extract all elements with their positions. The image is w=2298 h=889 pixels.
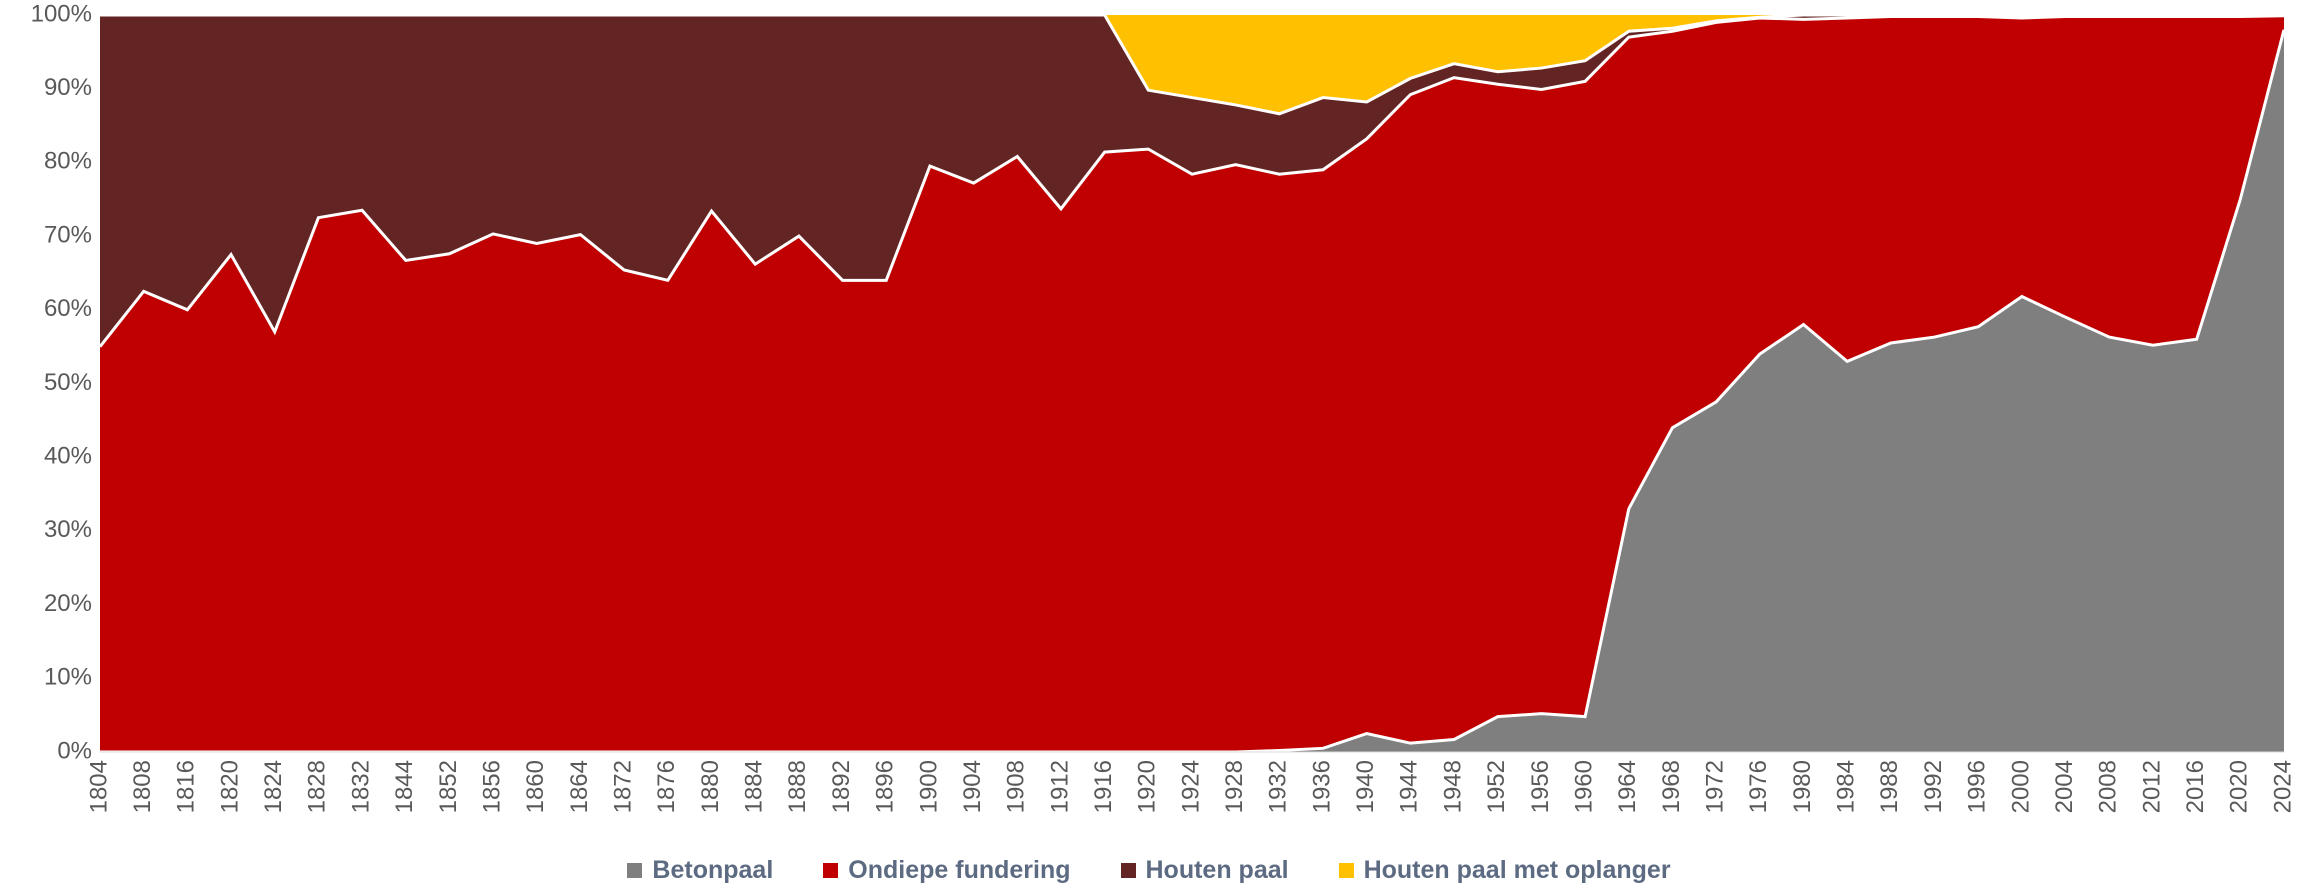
y-tick-label: 90% — [44, 74, 92, 101]
area — [100, 15, 2284, 114]
legend-label: Houten paal — [1145, 856, 1289, 884]
x-tick-label: 1876 — [653, 760, 680, 813]
x-tick-label: 1864 — [566, 760, 593, 813]
legend-item: Ondiepe fundering — [823, 856, 1071, 885]
x-tick-label: 1832 — [347, 760, 374, 813]
y-tick-label: 60% — [44, 295, 92, 322]
x-tick-label: 1992 — [1920, 760, 1947, 813]
x-tick-label: 1952 — [1483, 760, 1510, 813]
x-tick-label: 1964 — [1614, 760, 1641, 813]
legend-swatch — [823, 863, 839, 878]
x-tick-label: 1940 — [1352, 760, 1379, 813]
y-tick-label: 20% — [44, 590, 92, 617]
x-tick-label: 1824 — [260, 760, 287, 813]
area — [100, 29, 2284, 753]
x-tick-label: 1988 — [1876, 760, 1903, 813]
x-tick-label: 1828 — [304, 760, 331, 813]
legend-swatch — [1120, 863, 1136, 878]
x-tick-label: 1860 — [522, 760, 549, 813]
y-tick-label: 40% — [44, 443, 92, 470]
y-tick-label: 80% — [44, 148, 92, 175]
x-tick-label: 2012 — [2138, 760, 2165, 813]
x-tick-label: 1892 — [828, 760, 855, 813]
x-tick-label: 2016 — [2182, 760, 2209, 813]
x-tick-label: 1912 — [1046, 760, 1073, 813]
y-tick-label: 100% — [31, 0, 92, 27]
legend: Betonpaal Ondiepe fundering Houten paal Hou… — [0, 856, 2298, 885]
x-tick-label: 1852 — [435, 760, 462, 813]
x-tick-label: 1976 — [1745, 760, 1772, 813]
legend-item: Houten paal met oplanger — [1338, 856, 1671, 885]
x-tick-label: 1972 — [1702, 760, 1729, 813]
x-tick-label: 1856 — [478, 760, 505, 813]
x-tick-label: 1904 — [959, 760, 986, 813]
x-tick-label: 1996 — [1964, 760, 1991, 813]
x-tick-label: 1816 — [173, 760, 200, 813]
x-tick-label: 1880 — [697, 760, 724, 813]
y-tick-label: 30% — [44, 516, 92, 543]
legend-item: Houten paal — [1120, 856, 1289, 885]
area — [100, 15, 2284, 752]
legend-swatch — [1338, 863, 1354, 878]
x-tick-label: 1820 — [216, 760, 243, 813]
x-tick-label: 1944 — [1396, 760, 1423, 813]
x-tick-label: 1960 — [1570, 760, 1597, 813]
y-tick-label: 50% — [44, 369, 92, 396]
x-tick-label: 2020 — [2226, 760, 2253, 813]
chart: 0% 10% 20% 30% 40% 50% 60% 70% 80% 90% 100% 1804 180… — [31, 0, 2297, 813]
legend-swatch — [627, 863, 643, 878]
x-tick-label: 1956 — [1527, 760, 1554, 813]
legend-label: Ondiepe fundering — [848, 856, 1071, 884]
x-tick-label: 1984 — [1833, 760, 1860, 813]
x-tick-label: 1968 — [1658, 760, 1685, 813]
x-tick-label: 1888 — [784, 760, 811, 813]
x-tick-label: 1844 — [391, 760, 418, 813]
y-tick-label: 10% — [44, 664, 92, 691]
x-tick-label: 1928 — [1221, 760, 1248, 813]
x-tick-label: 1980 — [1789, 760, 1816, 813]
legend-label: Houten paal met oplanger — [1363, 856, 1671, 884]
x-tick-label: 1884 — [741, 760, 768, 813]
x-tick-label: 1932 — [1265, 760, 1292, 813]
x-tick-label: 1808 — [129, 760, 156, 813]
x-tick-label: 1872 — [610, 760, 637, 813]
x-tick-label: 1920 — [1134, 760, 1161, 813]
x-tick-label: 1804 — [85, 760, 112, 813]
x-tick-label: 1908 — [1003, 760, 1030, 813]
legend-label: Betonpaal — [652, 856, 774, 884]
boundary-line — [100, 13, 2284, 116]
x-tick-label: 1924 — [1177, 760, 1204, 813]
x-tick-label: 1936 — [1308, 760, 1335, 813]
legend-item: Betonpaal — [627, 856, 773, 885]
x-tick-label: 2008 — [2095, 760, 2122, 813]
x-tick-label: 2024 — [2269, 760, 2296, 813]
x-tick-label: 1916 — [1090, 760, 1117, 813]
x-tick-label: 2000 — [2007, 760, 2034, 813]
y-tick-label: 70% — [44, 221, 92, 248]
x-tick-label: 1896 — [872, 760, 899, 813]
x-tick-label: 1948 — [1439, 760, 1466, 813]
area — [100, 15, 2284, 347]
x-tick-label: 1900 — [915, 760, 942, 813]
x-tick-label: 2004 — [2051, 760, 2078, 813]
y-tick-label: 0% — [57, 737, 92, 764]
